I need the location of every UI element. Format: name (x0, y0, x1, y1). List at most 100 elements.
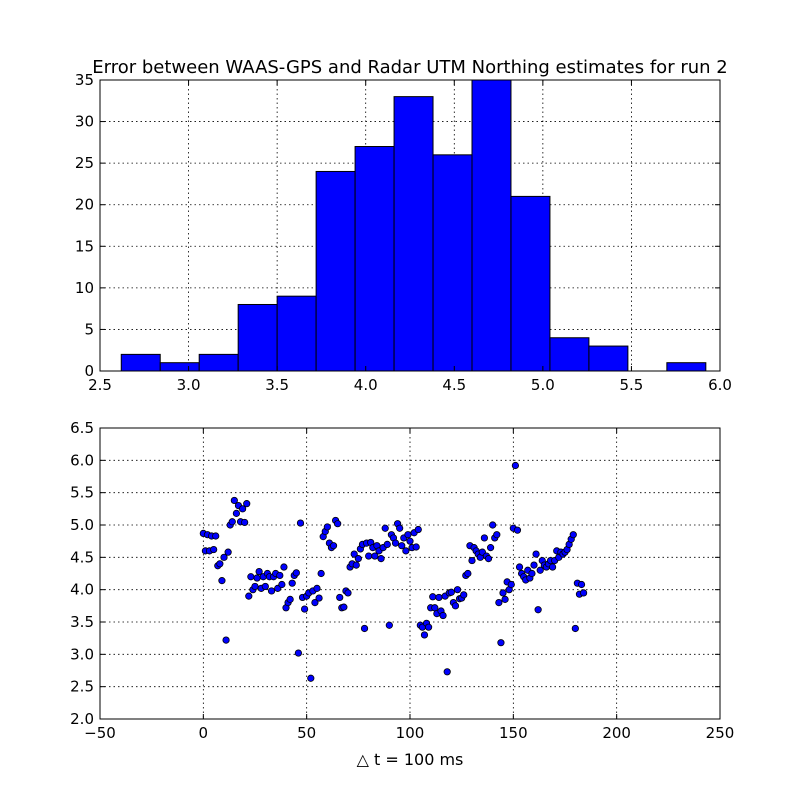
scatter-point (255, 567, 263, 576)
scatter-point (548, 563, 557, 571)
scatter-point (511, 461, 520, 470)
scatter-point (317, 569, 325, 578)
scatter-point (501, 595, 509, 603)
scatter-point (489, 521, 497, 529)
histogram-bar (237, 303, 278, 372)
scatter-point (286, 595, 294, 603)
scatter-point (296, 519, 305, 527)
scatter-point (396, 524, 404, 532)
scatter-point (453, 586, 462, 594)
histogram-bar (666, 362, 707, 372)
scatter-point (220, 553, 228, 561)
scatter-point (377, 555, 385, 563)
histogram-bar (120, 353, 161, 372)
scatter-point (354, 555, 362, 563)
scatter-point (447, 588, 455, 596)
scatter-point (251, 582, 259, 591)
y-tick-label: 15 (75, 237, 94, 255)
scatter-point (228, 518, 236, 526)
scatter-point (530, 561, 538, 569)
scatter-point (439, 611, 447, 620)
scatter-point (245, 592, 253, 600)
scatter-point (443, 668, 451, 676)
scatter-plot: −50 0 50 100 150 200 250 2.0 2.5 3.0 3.5 4.0 4.5 5.0 5… (70, 419, 734, 769)
scatter-point (340, 603, 348, 611)
scatter-point (292, 569, 300, 577)
y-tick-label: 20 (75, 196, 94, 214)
y-tick-label: 2.5 (70, 678, 94, 696)
scatter-point (420, 631, 429, 639)
histogram-bar (510, 195, 551, 372)
scatter-point (528, 569, 536, 578)
scatter-point (532, 550, 540, 558)
scatter-point (365, 552, 373, 560)
scatter-point (288, 579, 296, 587)
scatter-point (460, 591, 468, 599)
scatter-point (253, 574, 261, 582)
scatter-point (334, 520, 342, 528)
scatter-point (280, 563, 288, 571)
scatter-point (313, 584, 321, 592)
scatter-point (222, 636, 230, 644)
scatter-point (499, 589, 507, 597)
scatter-point (406, 537, 414, 545)
scatter-point (307, 674, 315, 682)
x-tick-label: 50 (297, 724, 316, 742)
scatter-point (267, 587, 276, 595)
scatter-point (493, 531, 501, 539)
histogram-plot: Error between WAAS-GPS and Radar UTM Nor… (75, 57, 732, 394)
y-tick-label: 3.5 (70, 613, 94, 631)
scatter-point (569, 531, 577, 539)
scatter-point (536, 566, 544, 574)
scatter-point (515, 563, 524, 571)
histogram-axes-frame (99, 79, 721, 372)
scatter-point (495, 598, 503, 607)
scatter-point (468, 556, 476, 565)
scatter-point (232, 509, 240, 517)
scatter-point (451, 602, 460, 610)
scatter-point (486, 544, 495, 552)
histogram-bar (198, 353, 239, 372)
y-tick-label: 3.0 (70, 645, 94, 663)
y-tick-label: 35 (75, 71, 94, 89)
scatter-point (385, 621, 393, 629)
scatter-point (424, 623, 433, 631)
scatter-point (218, 577, 226, 585)
x-tick-label: 6.0 (708, 376, 732, 394)
x-tick-label: 4.5 (442, 376, 466, 394)
histogram-bar (276, 295, 317, 372)
histogram-title: Error between WAAS-GPS and Radar UTM Nor… (92, 57, 727, 78)
x-tick-label: 250 (706, 724, 735, 742)
scatter-point (381, 524, 389, 532)
y-tick-label: 2.0 (70, 710, 94, 728)
scatter-point (484, 555, 493, 563)
x-tick-label: 2.5 (88, 376, 112, 394)
scatter-point (350, 550, 358, 558)
scatter-point (391, 539, 400, 547)
scatter-point (261, 582, 269, 591)
y-tick-label: 5.0 (70, 516, 94, 534)
scatter-point (344, 589, 352, 597)
histogram-bar (315, 170, 356, 372)
scatter-point (497, 639, 505, 647)
y-tick-label: 4.5 (70, 548, 94, 566)
x-tick-label: 4.0 (354, 376, 378, 394)
y-tick-label: 0 (84, 362, 94, 380)
y-tick-label: 6.0 (70, 451, 94, 469)
scatter-point (311, 598, 319, 607)
histogram-ticks: 2.5 3.0 3.5 4.0 4.5 5.0 5.5 6.0 0 5 10 15 20 25 30 35 (75, 71, 732, 394)
scatter-point (577, 580, 586, 589)
scatter-point (315, 594, 323, 602)
histogram-bar (432, 154, 473, 372)
scatter-point (383, 540, 391, 549)
x-tick-label: −50 (84, 724, 116, 742)
scatter-ticks: −50 0 50 100 150 200 250 2.0 2.5 3.0 3.5 4.0 4.5 5.0 5… (70, 419, 734, 742)
scatter-point (435, 593, 443, 602)
scatter-point (513, 526, 522, 534)
histogram-bar (354, 146, 395, 372)
scatter-point (360, 624, 369, 633)
scatter-point (579, 589, 588, 597)
scatter-grid (100, 428, 720, 719)
scatter-point (429, 593, 437, 601)
